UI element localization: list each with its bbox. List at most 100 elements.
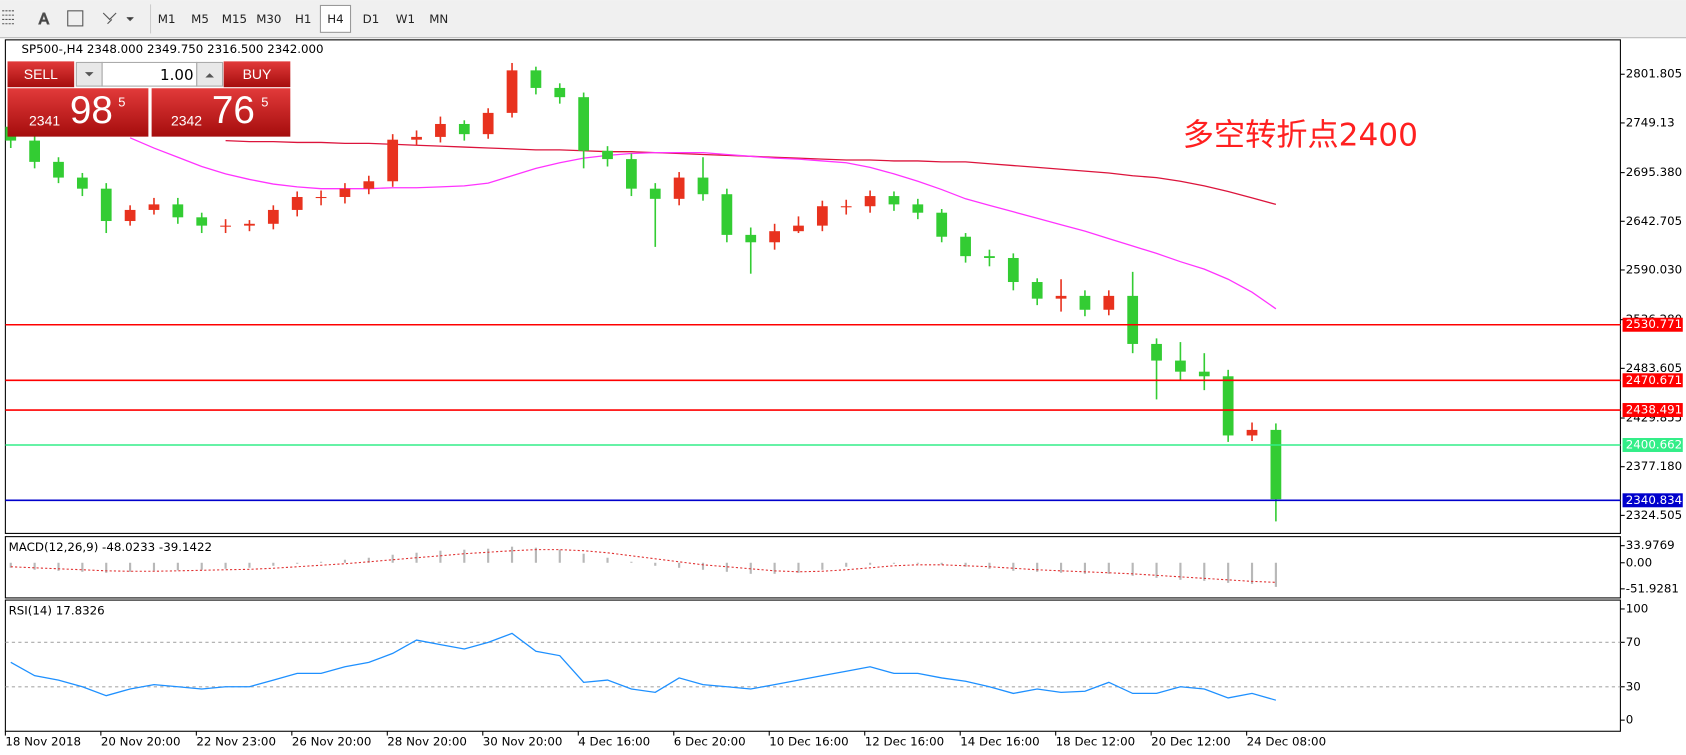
buy-label[interactable]: BUY bbox=[243, 66, 272, 82]
sell-label[interactable]: SELL bbox=[24, 66, 58, 82]
price-level-label-box bbox=[1622, 403, 1683, 418]
candle-body bbox=[984, 256, 995, 258]
x-tick-label: 10 Dec 16:00 bbox=[769, 735, 848, 749]
y-tick-label: 70 bbox=[1626, 635, 1641, 649]
price-level-label-box bbox=[1622, 373, 1683, 388]
candle-body bbox=[1127, 295, 1139, 344]
timeframe-button[interactable]: MN bbox=[429, 12, 448, 26]
timeframe-button[interactable]: M5 bbox=[191, 12, 209, 26]
candle-body bbox=[1151, 343, 1162, 361]
timeframes: M1 M5 M15 M30 H1 H4 D1 W1 MN bbox=[158, 4, 448, 33]
x-tick-label: 18 Dec 12:00 bbox=[1056, 735, 1135, 749]
trade-panel: SELL 1.00 BUY 2341 98 5 2342 76 5 bbox=[7, 61, 291, 137]
x-tick-label: 4 Dec 16:00 bbox=[578, 735, 650, 749]
timeframe-button[interactable]: M15 bbox=[222, 12, 247, 26]
y-tick-label: 33.9769 bbox=[1626, 538, 1675, 552]
candle-body bbox=[578, 97, 590, 151]
y-tick-label: 2695.380 bbox=[1626, 165, 1682, 179]
price-level-label-box bbox=[1622, 493, 1683, 508]
rsi-pane bbox=[4, 599, 1621, 732]
sell-button[interactable] bbox=[7, 61, 75, 88]
timeframe-button[interactable]: M30 bbox=[256, 12, 281, 26]
candle-body bbox=[816, 206, 828, 226]
ask-prefix: 2342 bbox=[171, 112, 202, 128]
bid-big: 98 bbox=[70, 89, 113, 132]
ask-big: 76 bbox=[212, 89, 255, 132]
candle-body bbox=[673, 177, 685, 199]
price-level-label-box bbox=[1622, 438, 1683, 452]
candle-body bbox=[291, 196, 303, 210]
candle-body bbox=[124, 209, 136, 222]
x-tick-label: 14 Dec 16:00 bbox=[960, 735, 1039, 749]
y-tick-label: 0.00 bbox=[1626, 555, 1652, 569]
x-tick-label: 28 Nov 20:00 bbox=[387, 735, 467, 749]
candle-body bbox=[53, 161, 64, 178]
candle-body bbox=[220, 225, 231, 227]
candle-body bbox=[411, 136, 422, 140]
candle-body bbox=[530, 70, 542, 88]
candle-body bbox=[769, 231, 780, 243]
candle-body bbox=[196, 217, 208, 226]
candle-body bbox=[649, 188, 661, 199]
price-level-label: 2470.671 bbox=[1626, 373, 1682, 387]
candle-body bbox=[1079, 295, 1091, 310]
candle-body bbox=[1031, 282, 1043, 299]
timeframe-button[interactable]: H1 bbox=[295, 12, 311, 26]
candle-body bbox=[482, 112, 494, 135]
candle-body bbox=[554, 87, 566, 98]
y-tick-label: 0 bbox=[1626, 713, 1634, 727]
candle-body bbox=[1270, 429, 1282, 500]
candle-body bbox=[435, 123, 446, 137]
x-tick-label: 26 Nov 20:00 bbox=[292, 735, 372, 749]
candle-body bbox=[458, 123, 470, 135]
bid-box[interactable] bbox=[7, 88, 149, 137]
x-tick-label: 6 Dec 20:00 bbox=[674, 735, 746, 749]
timeframe-button[interactable]: D1 bbox=[363, 12, 380, 26]
x-tick-label: 20 Dec 12:00 bbox=[1151, 735, 1230, 749]
bid-prefix: 2341 bbox=[29, 112, 60, 128]
candle-body bbox=[793, 225, 804, 232]
x-tick-label: 20 Nov 20:00 bbox=[101, 735, 181, 749]
price-level-label: 2400.662 bbox=[1626, 437, 1682, 451]
candle-body bbox=[697, 177, 709, 195]
bid-sup: 5 bbox=[118, 95, 125, 110]
timeframe-button[interactable]: M1 bbox=[158, 12, 176, 26]
toolbar bbox=[0, 0, 1686, 38]
timeframe-button[interactable]: W1 bbox=[396, 12, 415, 26]
lot-value[interactable]: 1.00 bbox=[160, 66, 194, 84]
x-tick-label: 18 Nov 2018 bbox=[5, 735, 81, 749]
active-frame bbox=[319, 4, 352, 33]
chart-title: SP500-,H4 2348.000 2349.750 2316.500 234… bbox=[22, 42, 324, 56]
price-level-label: 2530.771 bbox=[1626, 317, 1682, 331]
price-level-label: 2438.491 bbox=[1626, 403, 1682, 417]
y-tick-label: 2801.805 bbox=[1626, 67, 1682, 81]
candle-body bbox=[960, 236, 971, 257]
candle-body bbox=[244, 223, 255, 226]
x-tick-label: 24 Dec 08:00 bbox=[1247, 735, 1326, 749]
price-level-label-box bbox=[1622, 317, 1683, 332]
candle-body bbox=[29, 140, 40, 162]
timeframe-button[interactable]: H4 bbox=[327, 12, 343, 26]
candle-body bbox=[840, 206, 852, 208]
y-tick-label: 2590.030 bbox=[1626, 262, 1682, 276]
moving-average bbox=[129, 137, 1277, 310]
annotation: 多空转折点2400 bbox=[1183, 118, 1418, 154]
candle-body bbox=[363, 181, 375, 189]
candle-body bbox=[1198, 371, 1210, 377]
text-tool[interactable]: A bbox=[38, 9, 50, 28]
candle-body bbox=[339, 188, 351, 197]
y-tick-label: 2324.505 bbox=[1626, 508, 1682, 522]
x-tick-label: 22 Nov 23:00 bbox=[196, 735, 276, 749]
x-tick-label: 12 Dec 16:00 bbox=[865, 735, 944, 749]
arrow-down bbox=[84, 72, 94, 77]
candle-body bbox=[315, 196, 327, 199]
candle-body bbox=[100, 188, 112, 222]
candle-body bbox=[888, 196, 900, 205]
candle-body bbox=[1103, 295, 1115, 310]
candle-body bbox=[172, 204, 184, 218]
ask-box[interactable] bbox=[151, 88, 291, 137]
candle-body bbox=[1175, 360, 1186, 372]
y-tick-label: 2377.180 bbox=[1626, 459, 1682, 473]
buy-button[interactable] bbox=[223, 61, 291, 88]
